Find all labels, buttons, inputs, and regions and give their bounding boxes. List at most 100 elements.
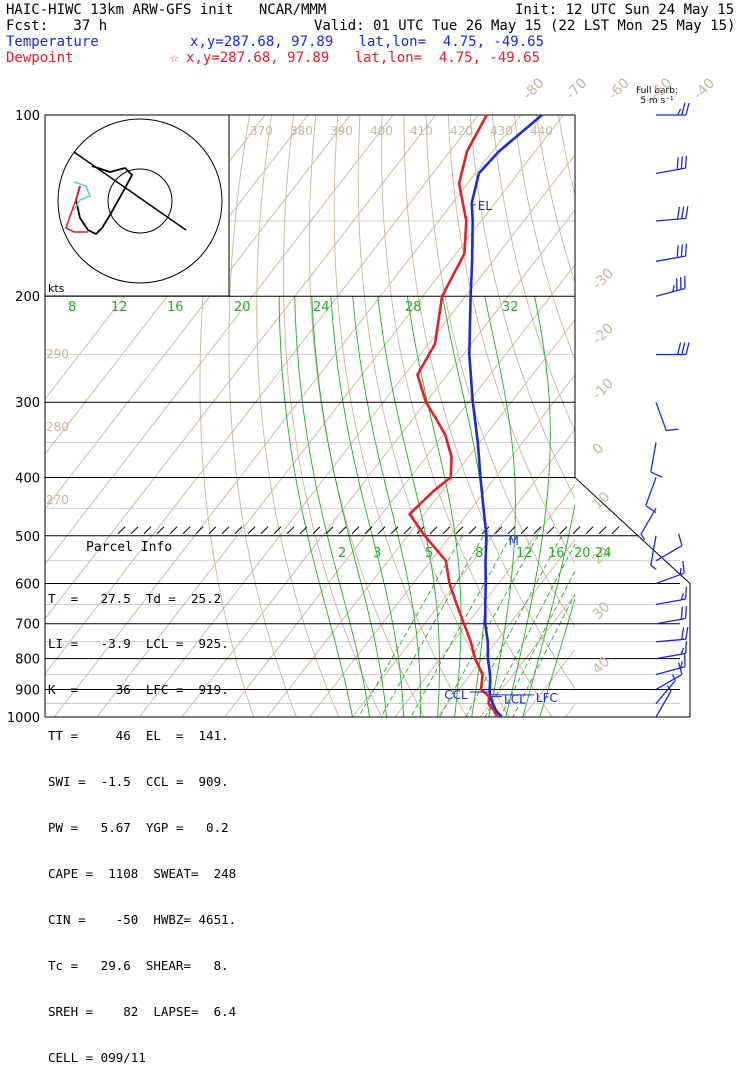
level-tick (339, 527, 346, 534)
isotherm-line (310, 115, 740, 717)
marker-label: EL (478, 199, 493, 213)
theta-label: 390 (330, 124, 353, 138)
theta-label: 440 (530, 124, 553, 138)
level-tick (456, 527, 463, 534)
wind-barb-staff (641, 508, 656, 534)
wind-barb (656, 561, 684, 584)
dry-adiabat-line (669, 115, 740, 717)
kts-label: kts (48, 282, 65, 295)
wind-barb-staff (651, 443, 656, 473)
isotherm-label: -60 (605, 75, 632, 102)
wind-barb-flag (680, 568, 681, 575)
wind-barb (656, 534, 682, 561)
moist-adiabat-label: 32 (502, 300, 519, 315)
wind-barb-flag (686, 606, 687, 618)
wind-barb-flag (682, 103, 685, 115)
isotherm-label: 30 (590, 599, 614, 623)
theta-label: 430 (490, 124, 513, 138)
level-tick (131, 527, 138, 534)
parcel-row: LI = -3.9 LCL = 925. (48, 636, 230, 651)
wind-barb-staff (656, 639, 686, 642)
level-tick (170, 527, 177, 534)
level-tick (287, 527, 294, 534)
isotherm-label: -50 (648, 75, 675, 102)
moist-adiabat-label: 16 (167, 300, 184, 315)
level-tick (573, 527, 580, 534)
parcel-row: Tc = 29.6 SHEAR= 8. (48, 958, 230, 973)
isotherm-line (225, 115, 692, 717)
wind-barb (656, 244, 686, 262)
wind-barb-flag (686, 343, 689, 355)
dry-adiabat-line (284, 115, 382, 717)
wind-barb-flag (686, 103, 689, 115)
wind-barb-flag (682, 343, 685, 355)
isotherm-line (523, 115, 740, 717)
level-tick (560, 527, 567, 534)
hodograph (45, 115, 229, 296)
parcel-info-table: T = 27.5 Td = 25.2 LI = -3.9 LCL = 925. … (48, 560, 230, 1080)
mixing-ratio-label: 8 (475, 546, 483, 561)
pressure-tick-label: 700 (15, 618, 40, 633)
wind-barb (656, 587, 686, 605)
dry-adiabat-line (625, 115, 740, 717)
wind-barb-flag (683, 561, 684, 573)
parcel-row: K = 36 LFC = 919. (48, 682, 230, 697)
wind-barb-staff (656, 168, 686, 173)
mixing-ratio-label: 12 (516, 546, 533, 561)
isotherm-line (395, 115, 740, 717)
theta-label: 400 (370, 124, 393, 138)
wind-barb-flag (651, 472, 662, 477)
moist-adiabat-label: 24 (313, 300, 330, 315)
wind-barbs (641, 103, 689, 717)
level-tick (547, 527, 554, 534)
wind-barb-staff (656, 546, 682, 561)
level-tick (222, 527, 229, 534)
parcel-row: PW = 5.67 YGP = 0.2 (48, 820, 230, 835)
mixing-ratio-label: 3 (373, 546, 381, 561)
wind-barb-flag (682, 627, 684, 639)
wind-barb-flag (666, 429, 678, 430)
mixing-ratio-label: 20 (574, 546, 591, 561)
pressure-tick-label: 1000 (7, 711, 40, 726)
mixing-ratio-label: 24 (595, 546, 612, 561)
wind-barb-flag (686, 627, 688, 639)
mixing-ratio-label: 5 (425, 546, 433, 561)
level-tick (443, 527, 450, 534)
dry-adiabat-line (334, 115, 467, 717)
level-tick (586, 527, 593, 534)
wind-barb-flag (681, 244, 682, 256)
pressure-tick-label: 300 (15, 396, 40, 411)
moist-adiabat-label: 20 (234, 300, 251, 315)
marker-label: CCL (444, 688, 468, 702)
wind-barb (656, 156, 686, 174)
dry-adiabat-line (713, 115, 740, 717)
theta-label: 420 (450, 124, 473, 138)
isotherm-label: -30 (590, 266, 617, 293)
wind-barb-flag (686, 206, 688, 218)
isotherm-line (565, 115, 740, 717)
wind-barb-flag (681, 648, 683, 654)
dry-adiabat-line (404, 115, 595, 717)
isotherm-label: -10 (590, 375, 617, 402)
wind-barb-flag (679, 534, 682, 546)
wind-barb-flag (651, 565, 656, 569)
moist-adiabat-line (443, 296, 486, 717)
parcel-row: T = 27.5 Td = 25.2 (48, 591, 230, 606)
moist-adiabat-line (485, 296, 516, 717)
moist-adiabat-label: 12 (111, 300, 128, 315)
dry-adiabat-line (691, 115, 740, 717)
parcel-row: SWI = -1.5 CCL = 909. (48, 774, 230, 789)
pressure-tick-label: 600 (15, 577, 40, 592)
pressure-tick-label: 200 (15, 290, 40, 305)
level-tick (599, 527, 606, 534)
dry-adiabat-line (603, 115, 740, 717)
wind-barb-flag (686, 244, 687, 256)
wind-barb (651, 536, 656, 570)
wind-barb (656, 402, 679, 430)
pressure-tick-label: 500 (15, 530, 40, 545)
moist-adiabat-label: 28 (405, 300, 422, 315)
level-tick (430, 527, 437, 534)
parcel-info-title: Parcel Info (86, 540, 172, 555)
theta-label: 380 (290, 124, 313, 138)
dry-adiabat-line (514, 115, 740, 717)
